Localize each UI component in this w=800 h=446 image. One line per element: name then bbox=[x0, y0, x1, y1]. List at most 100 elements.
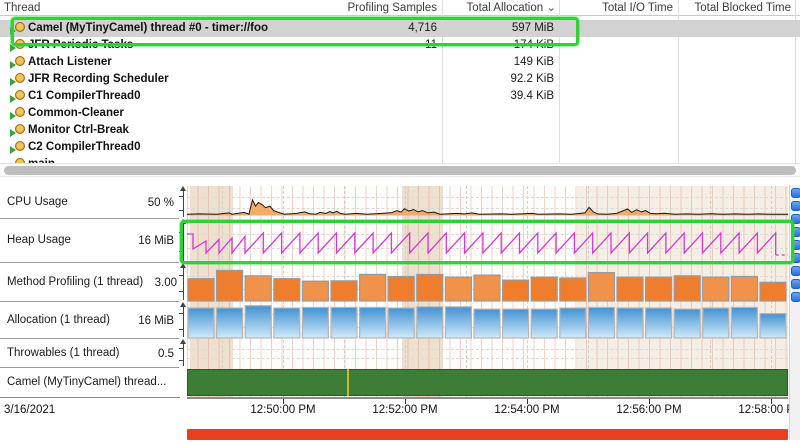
axis-arrow-icon bbox=[180, 263, 186, 268]
column-separator bbox=[678, 0, 679, 163]
horizontal-gridline bbox=[187, 208, 788, 209]
timeline-row-heap-usage[interactable]: Heap Usage 16 MiB bbox=[0, 219, 179, 263]
timeline-row-camel-mytinycamel-thread[interactable]: Camel (MyTinyCamel) thread... bbox=[0, 368, 179, 398]
thread-coin-icon bbox=[15, 124, 25, 134]
horizontal-gridline bbox=[187, 348, 788, 350]
row-option-button[interactable] bbox=[791, 188, 800, 198]
time-axis-tick bbox=[527, 399, 528, 404]
row-axis-line bbox=[183, 343, 184, 366]
table-row[interactable]: Attach Listener 149 KiB bbox=[0, 54, 800, 71]
thread-icon bbox=[10, 73, 26, 86]
axis-arrow-icon bbox=[180, 186, 186, 191]
time-axis-tick bbox=[405, 399, 406, 404]
time-axis-label: 12:56:00 PM bbox=[616, 404, 682, 416]
timeline-row-throwables-1-thread[interactable]: Throwables (1 thread) 0.5 bbox=[0, 339, 179, 368]
table-row[interactable]: C1 CompilerThread0 39.4 KiB bbox=[0, 88, 800, 105]
table-row[interactable]: Common-Cleaner bbox=[0, 105, 800, 122]
time-axis-tick bbox=[283, 399, 284, 404]
method-profiling-chart[interactable] bbox=[187, 263, 788, 302]
sort-descending-icon: ⌄ bbox=[543, 2, 556, 14]
thread-coin-icon bbox=[15, 107, 25, 117]
table-row[interactable]: C2 CompilerThread0 bbox=[0, 139, 800, 156]
thread-icon bbox=[10, 124, 26, 137]
horizontal-gridline bbox=[187, 358, 788, 360]
row-option-button[interactable] bbox=[791, 201, 800, 211]
column-header-total-i-o-time[interactable]: Total I/O Time bbox=[602, 2, 673, 14]
axis-tick bbox=[179, 347, 184, 349]
row-label: CPU Usage bbox=[7, 195, 68, 208]
thread-coin-icon bbox=[15, 141, 25, 151]
row-scale-value: 16 MiB bbox=[138, 235, 174, 247]
cell-allocation: 174 KiB bbox=[513, 39, 554, 51]
row-label: Method Profiling (1 thread) bbox=[7, 275, 144, 288]
row-scale-value: 50 % bbox=[147, 196, 174, 209]
axis-arrow-icon bbox=[180, 339, 186, 344]
axis-tick bbox=[179, 232, 184, 234]
timeline-row-method-profiling-1-thread[interactable]: Method Profiling (1 thread) 3.00 bbox=[0, 263, 179, 302]
thread-coin-icon bbox=[15, 73, 25, 83]
row-label: Throwables (1 thread) bbox=[7, 346, 120, 359]
row-axis-line bbox=[183, 267, 184, 300]
running-arrow-icon bbox=[10, 112, 16, 120]
date-separator bbox=[0, 397, 180, 398]
table-row[interactable]: JFR Recording Scheduler 92.2 KiB bbox=[0, 71, 800, 88]
horizontal-gridline bbox=[187, 233, 788, 235]
column-header-thread[interactable]: Thread bbox=[4, 2, 41, 14]
row-option-button[interactable] bbox=[791, 279, 800, 289]
cpu-usage-chart[interactable] bbox=[187, 186, 788, 219]
column-separator bbox=[559, 0, 560, 163]
thread-coin-icon bbox=[15, 39, 25, 49]
column-header-profiling-samples[interactable]: Profiling Samples bbox=[347, 2, 437, 14]
row-option-button[interactable] bbox=[791, 227, 800, 237]
row-label: Heap Usage bbox=[7, 234, 71, 246]
camel-thread-activity-bar[interactable] bbox=[187, 369, 788, 396]
table-row[interactable]: JFR Periodic Tasks 11 174 KiB bbox=[0, 37, 800, 54]
row-option-button[interactable] bbox=[791, 240, 800, 250]
table-horizontal-scrollbar-thumb[interactable] bbox=[4, 166, 796, 175]
axis-arrow-icon bbox=[180, 302, 186, 307]
axis-tick bbox=[179, 313, 184, 315]
column-header-total-allocation[interactable]: Total Allocation ⌄ bbox=[466, 2, 556, 14]
axis-arrow-icon bbox=[180, 219, 186, 224]
header-underline bbox=[0, 15, 800, 16]
axis-tick bbox=[179, 195, 184, 197]
table-row[interactable]: Camel (MyTinyCamel) thread #0 - timer://… bbox=[0, 20, 800, 37]
axis-tick bbox=[179, 250, 184, 252]
row-option-button[interactable] bbox=[791, 266, 800, 276]
row-option-button[interactable] bbox=[791, 292, 800, 302]
axis-tick bbox=[179, 291, 184, 293]
table-row[interactable]: Monitor Ctrl-Break bbox=[0, 122, 800, 139]
thread-coin-icon bbox=[15, 56, 25, 66]
cell-allocation: 39.4 KiB bbox=[510, 90, 554, 102]
axis-tick bbox=[179, 274, 184, 276]
allocation-chart[interactable] bbox=[187, 302, 788, 339]
thread-coin-icon bbox=[15, 22, 25, 32]
row-option-button[interactable] bbox=[791, 253, 800, 263]
time-axis-tick bbox=[649, 399, 650, 404]
selected-range-bar[interactable] bbox=[187, 429, 788, 440]
row-scale-value: 3.00 bbox=[154, 276, 177, 289]
heap-usage-chart[interactable] bbox=[187, 219, 788, 263]
thread-name: C2 CompilerThread0 bbox=[28, 141, 141, 153]
table-horizontal-scrollbar-track[interactable] bbox=[0, 163, 800, 177]
thread-name: Common-Cleaner bbox=[28, 107, 124, 119]
thread-icon bbox=[10, 141, 26, 154]
time-axis-label: 12:50:00 PM bbox=[250, 404, 316, 416]
thread-name: JFR Recording Scheduler bbox=[28, 73, 169, 85]
time-axis-tick bbox=[771, 399, 772, 404]
thread-name: Camel (MyTinyCamel) thread #0 - timer://… bbox=[28, 22, 269, 34]
timeline-row-cpu-usage[interactable]: CPU Usage 50 % bbox=[0, 186, 179, 219]
running-arrow-icon bbox=[10, 129, 16, 137]
column-header-total-blocked-time[interactable]: Total Blocked Time bbox=[694, 2, 791, 14]
cell-allocation: 597 MiB bbox=[511, 22, 554, 34]
timeline-row-allocation-1-thread[interactable]: Allocation (1 thread) 16 MiB bbox=[0, 302, 179, 339]
time-axis-label: 12:54:00 PM bbox=[494, 404, 560, 416]
row-axis-line bbox=[183, 190, 184, 217]
thread-table: Thread Profiling Samples Total Allocation … bbox=[0, 0, 800, 171]
timeline-baseline bbox=[187, 397, 788, 399]
row-scale-value: 0.5 bbox=[158, 347, 174, 360]
thread-icon bbox=[10, 22, 26, 35]
row-option-button[interactable] bbox=[791, 214, 800, 224]
row-axis-line bbox=[183, 223, 184, 261]
running-arrow-icon bbox=[10, 146, 16, 154]
